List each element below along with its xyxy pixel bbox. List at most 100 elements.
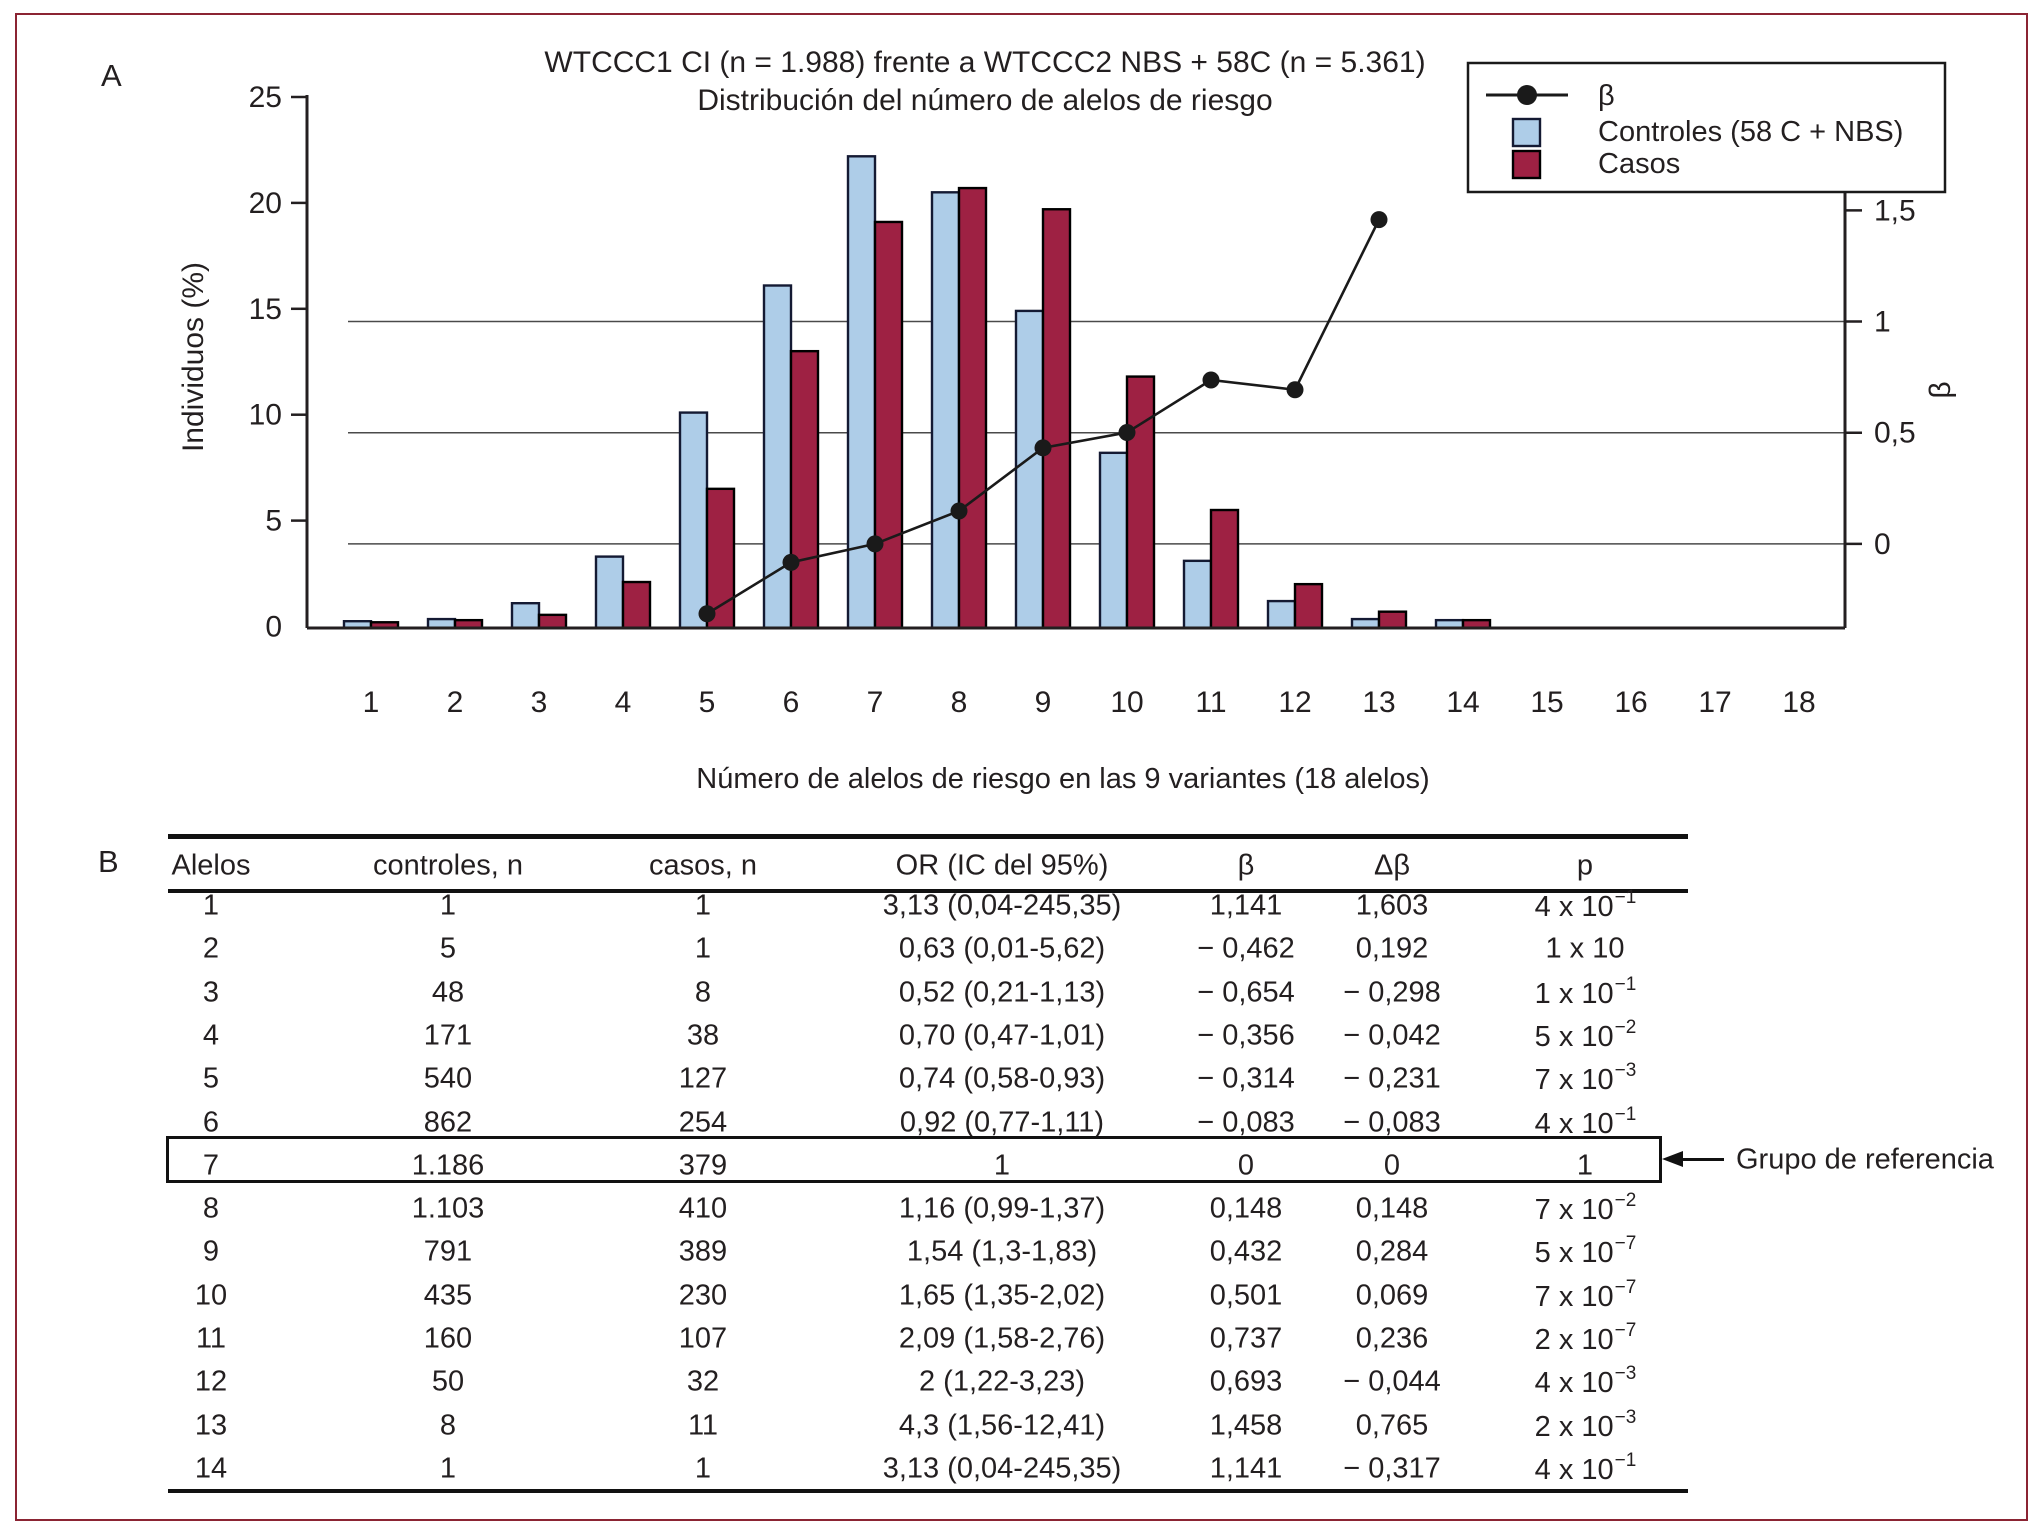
table-cell: 4 (202, 1019, 220, 1052)
reference-group-label: Grupo de referencia (1736, 1143, 1994, 1176)
x-tick-label: 1 (363, 686, 380, 719)
table-cell: 13 (194, 1409, 228, 1442)
table-cell: 6 (202, 1106, 220, 1138)
table-cell-p: 2 x 10−7 (1534, 1320, 1637, 1356)
table-cell: 0,432 (1209, 1235, 1283, 1268)
table-header-cell: p (1576, 849, 1594, 882)
table-cell: − 0,231 (1343, 1062, 1441, 1095)
table-header-cell: β (1237, 849, 1255, 882)
legend-box (1466, 61, 1947, 194)
legend-beta-marker (1517, 85, 1537, 105)
table-cell: − 0,044 (1343, 1365, 1441, 1398)
p-exponent: −7 (1614, 1276, 1637, 1298)
table-cell-p: 7 x 10−3 (1534, 1060, 1637, 1097)
table-cell: 791 (423, 1235, 473, 1268)
right-tick-label: 1,5 (1874, 194, 1916, 227)
table-cell: 0 (1383, 1149, 1401, 1182)
table-cell: 254 (678, 1106, 728, 1138)
table-header-rule (168, 889, 1688, 893)
left-tick-label: 10 (249, 399, 282, 432)
x-tick-label: 15 (1530, 686, 1563, 719)
x-axis-title: Número de alelos de riesgo en las 9 vari… (696, 763, 1429, 795)
table-cell: − 0,654 (1197, 976, 1295, 1009)
table-cell: 8 (202, 1192, 220, 1225)
table-cell: 2 (1,22-3,23) (918, 1365, 1086, 1398)
table-cell: 1 (694, 889, 712, 922)
table-cell-p: 4 x 10−1 (1534, 1103, 1637, 1140)
table-cell: − 0,314 (1197, 1062, 1295, 1095)
table-cell: 0,236 (1355, 1322, 1429, 1355)
table-cell: 1.103 (411, 1192, 485, 1225)
table-cell: 3,13 (0,04-245,35) (882, 1452, 1122, 1485)
table-cell: 9 (202, 1235, 220, 1268)
x-tick-label: 2 (447, 686, 464, 719)
p-exponent: −1 (1614, 973, 1637, 995)
table-cell: 0,765 (1355, 1409, 1429, 1442)
table-cell: 1,141 (1209, 1452, 1283, 1485)
table-cell: 0,192 (1355, 932, 1429, 965)
beta-point (1202, 371, 1220, 389)
x-tick-label: 10 (1110, 686, 1143, 719)
chart-title: WTCCC1 CI (n = 1.988) frente a WTCCC2 NB… (544, 46, 1425, 79)
table-cell: 127 (678, 1062, 728, 1095)
x-tick-label: 5 (699, 686, 716, 719)
table-cell: 11 (687, 1409, 719, 1442)
table-header-cell: OR (IC del 95%) (895, 849, 1109, 882)
table-cell-p: 7 x 10−7 (1534, 1276, 1637, 1313)
table-cell: 0,501 (1209, 1279, 1283, 1312)
table-cell: 4,3 (1,56-12,41) (898, 1409, 1106, 1442)
left-tick-label: 25 (249, 81, 282, 114)
table-cell: − 0,083 (1197, 1106, 1295, 1138)
table-header-cell: Alelos (171, 849, 251, 882)
beta-point (1370, 211, 1388, 229)
x-tick-label: 13 (1362, 686, 1395, 719)
table-cell: 10 (194, 1279, 228, 1312)
table-header-cell: controles, n (373, 849, 523, 882)
table-cell: 8 (694, 976, 712, 1009)
right-tick-label: 1 (1874, 306, 1891, 339)
beta-point (1034, 439, 1052, 457)
table-cell: 1 (439, 1452, 457, 1485)
table-cell-p: 5 x 10−7 (1534, 1233, 1637, 1270)
table-cell: 3,13 (0,04-245,35) (882, 889, 1122, 922)
table-cell: 1,603 (1355, 889, 1429, 922)
p-exponent: −7 (1614, 1233, 1637, 1255)
table-cell-p: 1 x 10−1 (1534, 973, 1637, 1010)
bar-controles (678, 411, 709, 630)
table-cell: 3 (202, 976, 220, 1009)
beta-point (866, 535, 884, 553)
table-cell: 0,74 (0,58-0,93) (898, 1062, 1106, 1095)
p-exponent: −1 (1614, 1450, 1637, 1472)
table-cell-p: 4 x 10−1 (1534, 1450, 1637, 1486)
table-cell: 862 (423, 1106, 473, 1138)
bar-casos (1041, 208, 1072, 630)
table-cell-p: 1 x 10 (1545, 932, 1625, 965)
table-top-rule (168, 834, 1688, 839)
table-cell: 0,52 (0,21-1,13) (898, 976, 1106, 1009)
x-tick-label: 16 (1614, 686, 1647, 719)
x-tick-label: 8 (951, 686, 968, 719)
table-cell: 14 (194, 1452, 228, 1485)
table-cell: 12 (194, 1365, 228, 1398)
table-cell: 11 (195, 1322, 227, 1355)
p-exponent: −1 (1614, 887, 1637, 909)
table-cell-p: 7 x 10−2 (1534, 1190, 1637, 1226)
table-cell: 0,63 (0,01-5,62) (898, 932, 1106, 965)
table-cell: 0,92 (0,77-1,11) (899, 1106, 1105, 1138)
table-cell: 160 (423, 1322, 473, 1355)
y-axis-title-left: Individuos (%) (177, 262, 210, 452)
table-cell: 0,069 (1355, 1279, 1429, 1312)
legend-swatch-controles (1511, 117, 1542, 148)
p-exponent: −2 (1614, 1190, 1637, 1212)
y-axis-title-right: β (1924, 381, 1957, 398)
p-exponent: −1 (1614, 1103, 1637, 1125)
x-tick-label: 6 (783, 686, 800, 719)
bar-casos (873, 220, 904, 630)
table-cell: 435 (423, 1279, 473, 1312)
reference-row-box (166, 1136, 1662, 1183)
left-tick-label: 0 (265, 611, 282, 644)
table-cell: 0,70 (0,47-1,01) (898, 1019, 1106, 1052)
table-bottom-rule (168, 1489, 1688, 1493)
bar-casos (1209, 508, 1240, 630)
table-cell: 0,284 (1355, 1235, 1429, 1268)
